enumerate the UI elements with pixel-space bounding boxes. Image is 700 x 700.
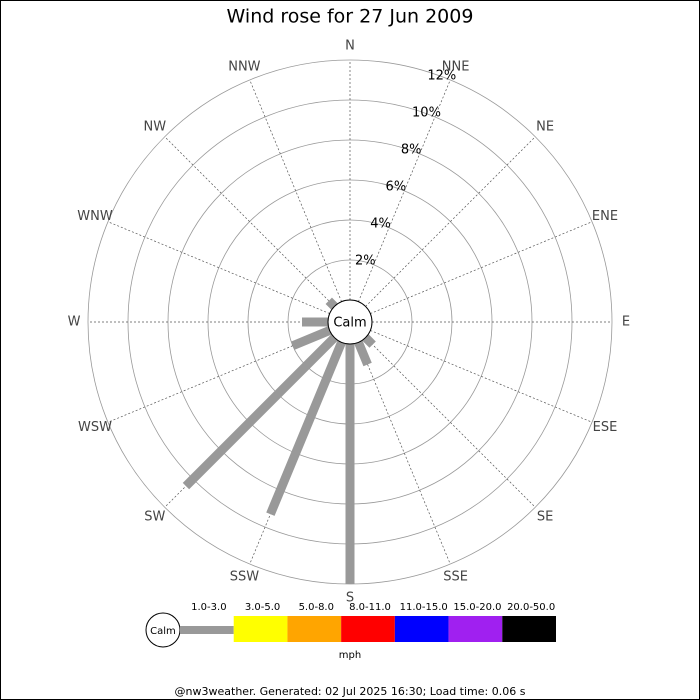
legend-swatch <box>233 616 288 642</box>
legend-unit: mph <box>339 650 361 661</box>
legend-swatch <box>180 626 234 634</box>
legend-swatch <box>287 616 342 642</box>
spoke <box>365 136 536 307</box>
legend-label: 8.0-11.0 <box>349 602 391 613</box>
legend-swatch <box>448 616 503 642</box>
wind-bar <box>325 297 338 310</box>
direction-label: ENE <box>592 209 618 224</box>
direction-label: W <box>68 315 81 330</box>
spoke <box>164 136 335 307</box>
r-tick-label: 6% <box>386 180 407 195</box>
legend-swatch <box>502 616 556 642</box>
legend-label: 15.0-20.0 <box>453 602 501 613</box>
legend-label: 20.0-50.0 <box>507 602 555 613</box>
r-tick-label: 2% <box>355 254 376 269</box>
direction-label: ESE <box>593 420 618 435</box>
direction-label: SSE <box>443 569 468 584</box>
direction-label: SW <box>144 510 165 525</box>
spoke <box>365 337 536 508</box>
legend-swatch <box>394 616 449 642</box>
direction-label: WNW <box>77 209 113 224</box>
calm-label: Calm <box>333 316 366 331</box>
direction-label: S <box>346 591 354 606</box>
spoke <box>370 330 593 423</box>
direction-label: NW <box>144 119 167 134</box>
footer: @nw3weather. Generated: 02 Jul 2025 16:3… <box>175 685 526 698</box>
direction-label: NNW <box>228 60 260 75</box>
legend-label: 11.0-15.0 <box>400 602 448 613</box>
direction-label: N <box>345 39 355 54</box>
legend-swatch <box>341 616 395 642</box>
legend-label: 5.0-8.0 <box>299 602 334 613</box>
wind-bar <box>266 340 346 516</box>
direction-label: SE <box>537 510 553 525</box>
spoke <box>370 221 593 314</box>
legend-label: 3.0-5.0 <box>245 602 280 613</box>
direction-label: WSW <box>78 420 112 435</box>
spoke <box>358 79 451 302</box>
spoke <box>358 342 451 565</box>
legend-calm-label: Calm <box>150 626 176 637</box>
direction-label: E <box>622 315 630 330</box>
chart-title: Wind rose for 27 Jun 2009 <box>227 6 474 28</box>
spoke <box>107 221 330 314</box>
r-tick-label: 4% <box>370 217 391 232</box>
r-tick-label: 12% <box>427 69 456 84</box>
direction-label: NNE <box>442 60 470 75</box>
wind-bar <box>362 334 376 348</box>
direction-label: NE <box>536 119 554 134</box>
r-tick-label: 8% <box>401 143 422 158</box>
direction-label: SSW <box>230 569 260 584</box>
legend-label: 1.0-3.0 <box>191 602 226 613</box>
calm-circle <box>327 299 373 345</box>
r-tick-label: 10% <box>412 106 441 121</box>
wind-bar <box>182 334 338 490</box>
wind-bar <box>354 340 372 367</box>
wind-bar <box>290 326 332 350</box>
spoke <box>249 79 342 302</box>
